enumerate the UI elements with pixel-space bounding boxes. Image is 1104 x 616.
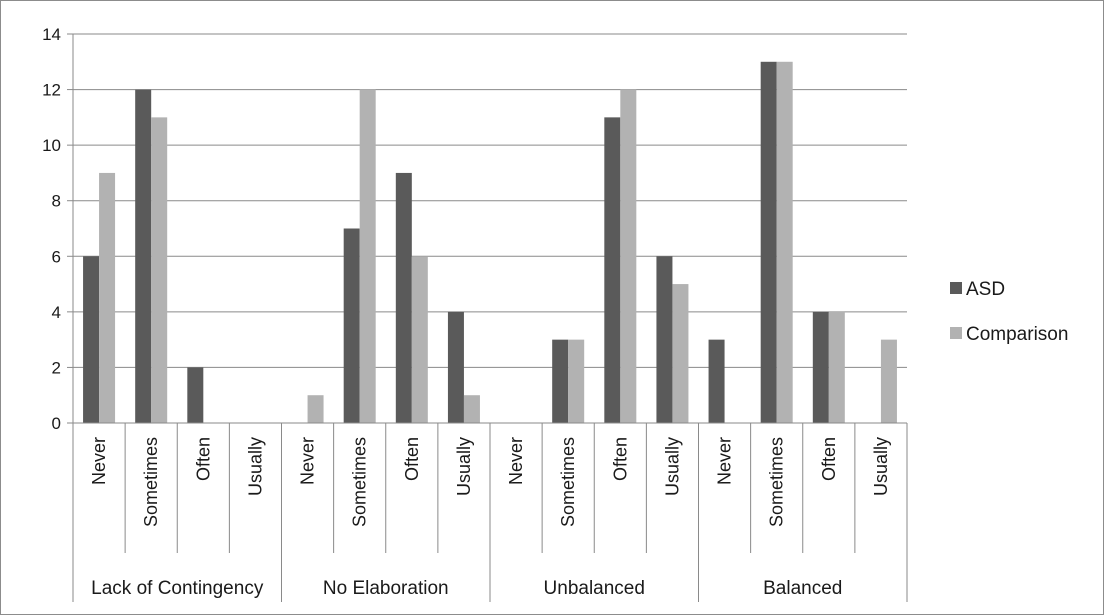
bar-asd-12 (708, 339, 725, 423)
bars (83, 61, 897, 424)
bar-comparison-7 (463, 395, 480, 423)
x-category-label: Often (193, 437, 213, 481)
x-category-label: Often (610, 437, 630, 481)
y-tick-labels: 0 2 4 6 8 10 12 14 (42, 25, 61, 433)
x-category-label: Never (298, 437, 318, 485)
x-category-label: Usually (454, 437, 474, 496)
x-group-label: Unbalanced (544, 578, 645, 599)
axes (72, 34, 908, 602)
bar-asd-9 (552, 339, 569, 423)
bar-comparison-4 (307, 395, 324, 423)
bar-asd-6 (395, 172, 412, 423)
bar-comparison-11 (672, 284, 689, 423)
x-category-label: Often (402, 437, 422, 481)
x-group-label: Balanced (763, 578, 842, 599)
x-group-label: Lack of Contingency (91, 578, 264, 599)
x-category-label: Sometimes (141, 437, 161, 527)
bar-comparison-6 (411, 256, 428, 423)
x-category-label: Never (715, 437, 735, 485)
bar-asd-0 (83, 256, 100, 423)
bar-asd-2 (187, 367, 204, 423)
x-category-label: Sometimes (558, 437, 578, 527)
x-category-label: Usually (662, 437, 682, 496)
bar-asd-13 (760, 61, 777, 424)
y-tick-label: 4 (52, 303, 61, 322)
bar-comparison-1 (151, 117, 168, 423)
bar-comparison-15 (880, 339, 897, 423)
legend: ASD Comparison (950, 279, 1068, 345)
y-tick-label: 12 (42, 81, 61, 100)
x-category-label: Sometimes (350, 437, 370, 527)
bar-asd-7 (447, 311, 464, 423)
bar-asd-11 (656, 256, 673, 423)
x-category-label: Often (819, 437, 839, 481)
bar-asd-14 (812, 311, 829, 423)
x-group-labels: Lack of Contingency No Elaboration Unbalan… (91, 578, 842, 599)
x-category-label: Never (89, 437, 109, 485)
bar-comparison-13 (776, 61, 793, 424)
bar-asd-5 (343, 228, 360, 423)
x-category-label: Sometimes (767, 437, 787, 527)
bar-asd-10 (604, 117, 621, 423)
x-category-label: Usually (245, 437, 265, 496)
y-tick-label: 0 (52, 414, 61, 433)
bar-asd-1 (135, 89, 152, 424)
legend-swatch-asd (950, 282, 962, 294)
y-tick-label: 6 (52, 247, 61, 266)
y-tick-label: 14 (42, 25, 61, 44)
y-tick-label: 2 (52, 358, 61, 377)
bar-comparison-5 (359, 89, 376, 424)
legend-swatch-comparison (950, 327, 962, 339)
y-tick-label: 8 (52, 192, 61, 211)
x-category-label: Never (506, 437, 526, 485)
legend-label-asd: ASD (966, 279, 1005, 300)
bar-comparison-9 (568, 339, 585, 423)
x-category-labels: Never Sometimes Often Usually Never Sometimes… (89, 437, 891, 527)
bar-comparison-0 (99, 172, 116, 423)
x-group-label: No Elaboration (323, 578, 449, 599)
bar-comparison-14 (828, 311, 845, 423)
legend-label-comparison: Comparison (966, 324, 1068, 345)
x-category-label: Usually (871, 437, 891, 496)
bar-comparison-10 (620, 89, 637, 424)
y-tick-label: 10 (42, 136, 61, 155)
